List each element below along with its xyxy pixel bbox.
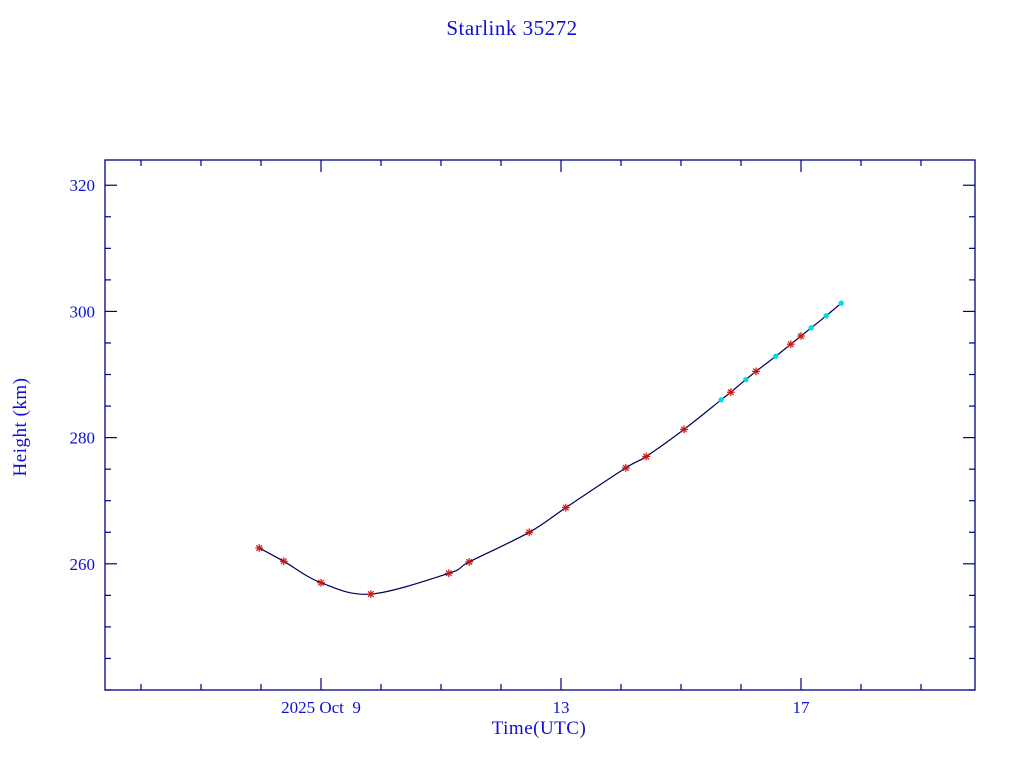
data-point-red-points	[642, 452, 651, 461]
data-point-cyan-points	[718, 397, 724, 403]
data-point-red-points	[561, 503, 570, 512]
data-point-red-points	[621, 464, 630, 472]
data-point-red-points	[752, 367, 760, 376]
data-point-red-points	[726, 388, 735, 397]
y-tick-label: 280	[70, 429, 96, 448]
data-point-red-points	[680, 425, 688, 434]
data-point-red-points	[279, 557, 288, 566]
data-point-red-points	[797, 332, 805, 340]
plot-frame	[104, 159, 976, 691]
chart-title: Starlink 35272	[446, 16, 578, 40]
data-point-red-points	[525, 528, 534, 537]
data-point-red-points	[786, 340, 795, 349]
data-point-red-points	[366, 590, 375, 598]
height-curve	[258, 302, 842, 595]
y-tick-label: 300	[70, 302, 96, 321]
x-axis-label: Time(UTC)	[491, 718, 587, 739]
data-point-cyan-points	[743, 376, 749, 383]
y-tick-label: 260	[70, 555, 96, 574]
data-point-cyan-points	[838, 300, 844, 306]
y-tick-label: 320	[70, 176, 96, 195]
data-point-cyan-points	[823, 313, 829, 319]
data-point-red-points	[255, 544, 264, 552]
data-point-cyan-points	[773, 353, 779, 359]
data-point-red-points	[465, 558, 474, 566]
x-tick-label: 2025 Oct 9	[281, 698, 361, 717]
data-point-red-points	[444, 569, 453, 578]
x-tick-label: 17	[793, 698, 811, 717]
x-tick-label: 13	[553, 698, 570, 717]
data-point-cyan-points	[808, 325, 814, 331]
data-point-red-points	[317, 578, 325, 587]
